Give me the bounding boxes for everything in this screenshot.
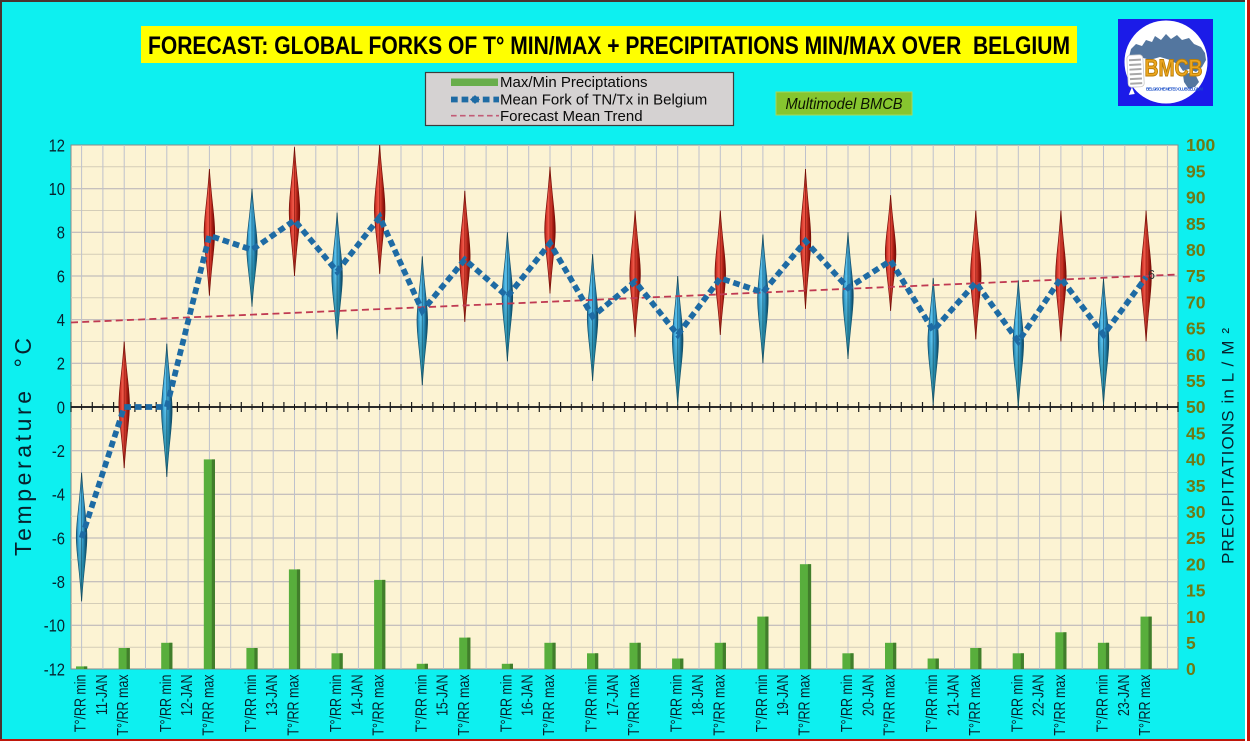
svg-text:13-JAN: 13-JAN [264,675,282,717]
svg-text:14-JAN: 14-JAN [349,675,367,717]
svg-text:5: 5 [1186,633,1196,653]
svg-text:6: 6 [57,267,65,287]
svg-text:T°/RR min: T°/RR min [498,674,516,732]
svg-text:60: 60 [1186,345,1206,365]
svg-text:20-JAN: 20-JAN [860,675,878,717]
svg-text:T°/RR min: T°/RR min [243,674,261,732]
svg-text:Forecast Mean Trend: Forecast Mean Trend [500,108,643,125]
svg-text:-12: -12 [44,660,65,680]
svg-text:T°/RR min: T°/RR min [1009,674,1027,732]
svg-text:T°/RR max: T°/RR max [881,674,899,736]
svg-text:6: 6 [1148,268,1155,282]
svg-text:Temperature °C: Temperature °C [10,338,36,556]
svg-text:10: 10 [1186,607,1206,627]
svg-text:T°/RR min: T°/RR min [583,674,601,732]
svg-text:-10: -10 [44,616,65,636]
svg-text:23-JAN: 23-JAN [1115,675,1133,717]
svg-text:85: 85 [1186,214,1206,234]
svg-text:T°/RR max: T°/RR max [285,674,303,736]
svg-text:4: 4 [57,311,65,331]
svg-text:T°/RR max: T°/RR max [796,674,814,736]
svg-text:21-JAN: 21-JAN [945,675,963,717]
svg-text:11-JAN: 11-JAN [94,675,112,716]
svg-text:Mean Fork of TN/Tx in Belgium: Mean Fork of TN/Tx in Belgium [500,92,707,109]
svg-text:T°/RR min: T°/RR min [924,674,942,732]
svg-text:T°/RR max: T°/RR max [966,674,984,736]
svg-text:15: 15 [1186,581,1206,601]
svg-text:-8: -8 [52,573,65,593]
svg-text:90: 90 [1186,188,1206,208]
svg-text:T°/RR min: T°/RR min [157,674,175,732]
svg-text:20: 20 [1186,554,1206,574]
svg-text:17-JAN: 17-JAN [605,675,623,717]
svg-text:35: 35 [1186,476,1206,496]
svg-text:T°/RR max: T°/RR max [200,674,218,736]
svg-text:40: 40 [1186,450,1206,470]
svg-text:75: 75 [1186,266,1206,286]
svg-text:T°/RR max: T°/RR max [541,674,559,736]
svg-text:95: 95 [1186,161,1206,181]
svg-text:12-JAN: 12-JAN [179,675,197,717]
svg-text:T°/RR min: T°/RR min [72,674,90,732]
svg-text:8: 8 [57,223,65,243]
svg-text:-2: -2 [52,442,65,462]
svg-text:65: 65 [1186,319,1206,339]
svg-text:BELGISCHE METEO CLUB BELGIUM: BELGISCHE METEO CLUB BELGIUM [1146,87,1204,92]
svg-text:Max/Min Preciptations: Max/Min Preciptations [500,74,648,91]
svg-text:16-JAN: 16-JAN [519,675,537,717]
svg-text:T°/RR min: T°/RR min [413,674,431,732]
svg-text:2: 2 [57,354,65,374]
svg-text:25: 25 [1186,528,1206,548]
svg-text:BMCB: BMCB [1145,55,1203,82]
svg-text:PRECIPITATIONS in L / M ²: PRECIPITATIONS in L / M ² [1219,328,1238,564]
svg-text:70: 70 [1186,292,1206,312]
svg-text:T°/RR max: T°/RR max [115,674,133,736]
svg-text:15-JAN: 15-JAN [434,675,452,717]
svg-text:18-JAN: 18-JAN [690,675,708,717]
svg-text:19-JAN: 19-JAN [775,675,793,717]
svg-text:T°/RR max: T°/RR max [711,674,729,736]
svg-text:T°/RR max: T°/RR max [626,674,644,736]
svg-text:T°/RR min: T°/RR min [328,674,346,732]
svg-text:50: 50 [1186,397,1206,417]
svg-text:10: 10 [49,180,65,200]
svg-text:30: 30 [1186,502,1206,522]
svg-text:55: 55 [1186,371,1206,391]
svg-text:22-JAN: 22-JAN [1030,675,1048,717]
svg-text:80: 80 [1186,240,1206,260]
svg-text:T°/RR max: T°/RR max [1137,674,1155,736]
svg-text:-6: -6 [52,529,65,549]
svg-text:T°/RR min: T°/RR min [668,674,686,732]
svg-text:FORECAST: GLOBAL FORKS OF T° M: FORECAST: GLOBAL FORKS OF T° MIN/MAX + P… [148,32,1070,60]
svg-text:45: 45 [1186,423,1206,443]
svg-text:T°/RR max: T°/RR max [1052,674,1070,736]
svg-text:T°/RR max: T°/RR max [370,674,388,736]
svg-text:-4: -4 [52,485,65,505]
svg-text:100: 100 [1186,135,1215,155]
svg-text:0: 0 [57,398,65,418]
svg-text:T°/RR min: T°/RR min [839,674,857,732]
svg-text:12: 12 [49,136,65,156]
svg-text:T°/RR max: T°/RR max [455,674,473,736]
svg-text:T°/RR min: T°/RR min [754,674,772,732]
svg-text:T°/RR min: T°/RR min [1094,674,1112,732]
svg-text:Multimodel BMCB: Multimodel BMCB [786,96,903,113]
svg-text:0: 0 [1186,659,1196,679]
